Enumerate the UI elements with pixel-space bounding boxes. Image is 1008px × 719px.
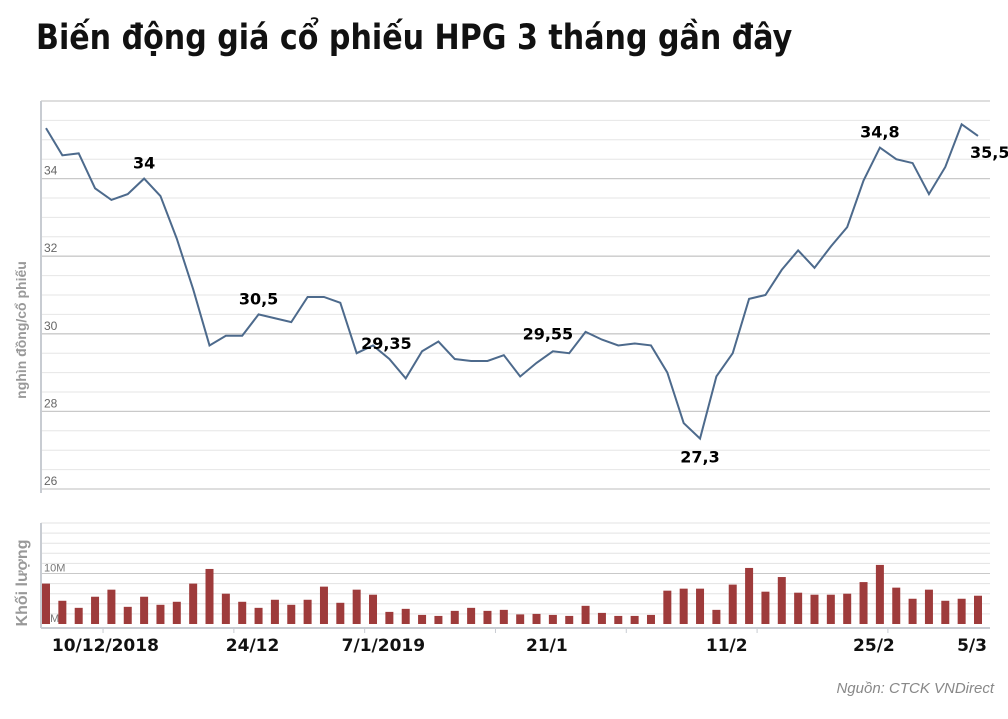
- volume-bar: [74, 607, 83, 624]
- volume-bar: [843, 593, 852, 624]
- volume-bar: [892, 587, 901, 624]
- volume-bar: [156, 604, 165, 624]
- x-tick-label: 10/12/2018: [52, 636, 159, 656]
- volume-bar: [581, 605, 590, 624]
- volume-bar: [401, 608, 410, 624]
- y-tick-label: 32: [44, 241, 58, 255]
- x-tick-label: 5/3: [957, 636, 987, 656]
- data-label: 35,5: [970, 143, 1008, 162]
- volume-bar: [565, 615, 574, 624]
- x-tick-label: 7/1/2019: [342, 636, 425, 656]
- volume-bar: [140, 596, 149, 624]
- volume-bar: [810, 594, 819, 624]
- y-tick-label: 26: [44, 474, 58, 488]
- volume-bar: [924, 589, 933, 624]
- volume-bar: [548, 614, 557, 624]
- volume-bar: [745, 567, 754, 624]
- volume-bar: [172, 601, 181, 624]
- volume-bar: [352, 589, 361, 624]
- volume-bar: [826, 594, 835, 624]
- volume-bar: [614, 615, 623, 624]
- data-label: 27,3: [680, 448, 719, 467]
- volume-bar: [712, 609, 721, 624]
- volume-bar: [58, 600, 67, 624]
- volume-bar: [189, 583, 198, 624]
- volume-bar: [303, 599, 312, 624]
- volume-bar: [974, 595, 982, 624]
- volume-bar: [91, 596, 100, 624]
- volume-bar: [385, 611, 394, 624]
- volume-bar: [42, 583, 50, 624]
- volume-axis-label: Khối lượng: [14, 540, 31, 627]
- volume-bar: [794, 592, 803, 624]
- volume-bar: [532, 613, 541, 624]
- volume-bar: [777, 577, 786, 624]
- volume-bar: [107, 589, 116, 624]
- volume-bar: [908, 598, 917, 624]
- y-tick-label: 34: [44, 164, 58, 178]
- volume-bar: [205, 568, 214, 624]
- volume-bar: [516, 614, 525, 624]
- x-tick-label: 21/1: [526, 636, 568, 656]
- y-axis-label: nghìn đồng/cổ phiếu: [13, 261, 29, 399]
- volume-bar: [761, 591, 770, 624]
- volume-bar: [450, 610, 459, 624]
- price-line: [45, 122, 979, 441]
- volume-bar: [221, 593, 230, 624]
- volume-bar: [287, 604, 296, 624]
- data-label: 34: [133, 154, 155, 173]
- volume-bar: [483, 610, 492, 624]
- volume-bar: [254, 607, 263, 624]
- volume-bar: [859, 582, 868, 624]
- volume-bar: [270, 599, 279, 624]
- data-label: 29,55: [523, 324, 574, 343]
- volume-bar: [941, 600, 950, 624]
- volume-bar: [319, 586, 328, 624]
- volume-bar: [499, 609, 508, 624]
- source-note: Nguồn: CTCK VNDirect: [836, 680, 994, 697]
- x-tick-label: 25/2: [853, 636, 895, 656]
- data-label: 34,8: [860, 123, 899, 142]
- volume-bar: [467, 607, 476, 624]
- y-tick-label: 10M: [44, 563, 65, 575]
- data-label: 30,5: [239, 289, 278, 308]
- volume-bar: [630, 615, 639, 624]
- volume-bar: [123, 606, 132, 624]
- volume-bar: [646, 614, 655, 624]
- volume-bar: [957, 598, 966, 624]
- volume-bar: [238, 601, 247, 624]
- chart-title: Biến động giá cổ phiếu HPG 3 tháng gần đ…: [36, 18, 793, 58]
- y-tick-label: 30: [44, 319, 58, 333]
- y-tick-label: 28: [44, 396, 58, 410]
- data-label: 29,35: [361, 334, 412, 353]
- volume-bar: [336, 602, 345, 624]
- x-tick-label: 24/12: [226, 636, 280, 656]
- volume-bar: [369, 594, 378, 624]
- volume-bar: [696, 588, 705, 624]
- volume-bar: [418, 614, 427, 624]
- volume-bar: [728, 584, 737, 624]
- volume-bar: [597, 612, 606, 624]
- volume-bar: [679, 588, 688, 624]
- volume-bar: [434, 615, 443, 624]
- volume-bar: [663, 590, 672, 624]
- volume-bar: [875, 564, 884, 624]
- x-tick-label: 11/2: [706, 636, 748, 656]
